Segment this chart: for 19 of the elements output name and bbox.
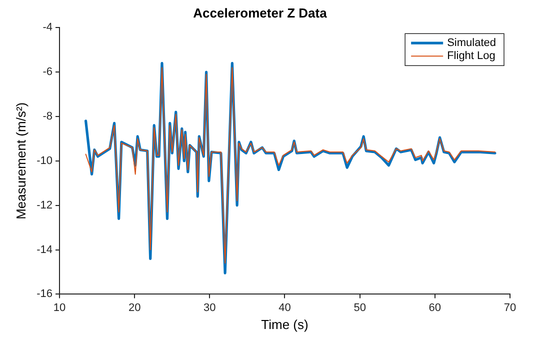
- y-tick-label: -16: [36, 288, 52, 300]
- legend-label: Flight Log: [447, 50, 496, 62]
- y-axis-title: Measurement (m/s²): [13, 102, 28, 220]
- chart-title: Accelerometer Z Data: [193, 5, 328, 20]
- y-tick-label: -14: [36, 244, 52, 256]
- x-tick-label: 40: [278, 302, 291, 314]
- y-tick-label: -6: [42, 66, 52, 78]
- legend-label: Simulated: [447, 37, 496, 50]
- y-tick-label: -12: [36, 199, 52, 212]
- x-tick-label: 30: [204, 302, 216, 314]
- y-tick-label: -4: [42, 22, 52, 34]
- y-tick-label: -8: [42, 110, 52, 122]
- x-tick-label: 70: [504, 302, 516, 314]
- y-tick-label: -10: [36, 154, 52, 167]
- x-tick-label: 10: [53, 302, 66, 314]
- x-tick-label: 60: [428, 302, 442, 314]
- x-tick-label: 50: [354, 302, 366, 314]
- x-axis-title: Time (s): [261, 316, 308, 332]
- x-tick-label: 20: [128, 302, 141, 314]
